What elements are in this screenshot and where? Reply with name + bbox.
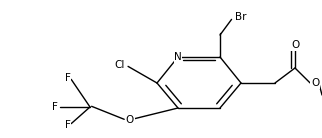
Text: Br: Br (235, 12, 247, 22)
Text: F: F (65, 73, 71, 83)
Text: F: F (52, 102, 58, 112)
Text: F: F (65, 120, 71, 130)
Text: N: N (174, 52, 182, 62)
Text: O: O (291, 40, 299, 50)
Text: O: O (126, 115, 134, 125)
Text: O: O (311, 78, 319, 88)
Text: Cl: Cl (115, 60, 125, 70)
